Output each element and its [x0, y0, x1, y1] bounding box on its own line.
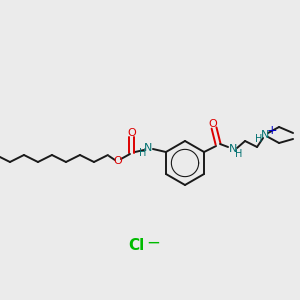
Text: H: H	[139, 148, 147, 158]
Text: O: O	[114, 156, 122, 166]
Text: Cl: Cl	[128, 238, 144, 253]
Text: +: +	[267, 124, 278, 136]
Text: N: N	[144, 143, 152, 153]
Text: O: O	[209, 119, 218, 129]
Text: N: N	[261, 130, 269, 140]
Text: H: H	[236, 149, 243, 159]
Text: O: O	[128, 128, 136, 138]
Text: −: −	[146, 234, 160, 252]
Text: H: H	[255, 134, 263, 144]
Text: N: N	[229, 144, 237, 154]
